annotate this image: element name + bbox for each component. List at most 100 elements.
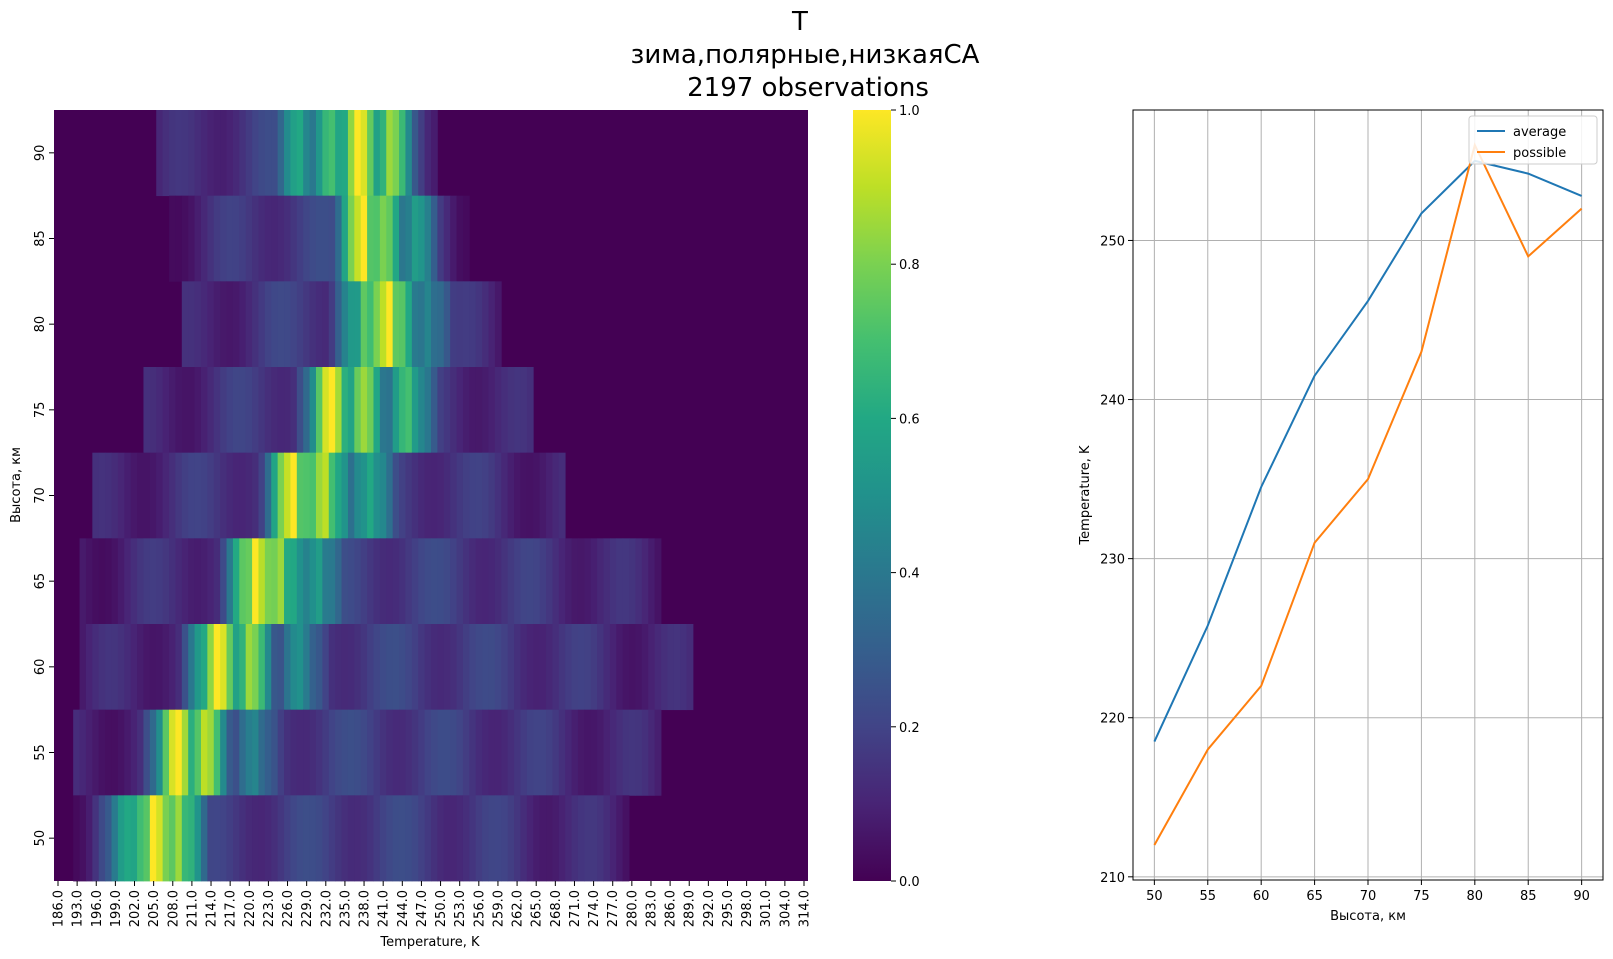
heatmap-cell	[130, 795, 138, 882]
heatmap-x-tick-label: 193.0	[71, 890, 86, 927]
heatmap-cell	[79, 795, 87, 882]
heatmap-cell	[98, 795, 106, 882]
heatmap-cell	[526, 624, 534, 711]
line-chart-x-ticks: 50 55 60 65 70 75 80 85 90	[1146, 880, 1590, 904]
heatmap-cell	[188, 367, 195, 454]
heatmap-cell	[456, 195, 464, 282]
heatmap-cell	[392, 795, 400, 882]
heatmap-cell	[79, 538, 87, 625]
heatmap-cell	[603, 624, 611, 711]
heatmap-cell	[405, 110, 413, 197]
heatmap-cell	[494, 367, 502, 454]
heatmap-cell	[271, 795, 279, 882]
heatmap-cell	[328, 110, 336, 197]
colorbar-tick-label: 0.0	[899, 875, 920, 890]
heatmap-cell	[220, 110, 227, 197]
heatmap-cell	[213, 110, 221, 197]
heatmap-cell	[399, 795, 406, 882]
heatmap-cell	[629, 538, 636, 625]
heatmap-cell	[526, 795, 534, 882]
line-chart-y-tick-label: 220	[1100, 712, 1125, 727]
heatmap-cell	[149, 367, 157, 454]
heatmap-cell	[226, 795, 234, 882]
heatmap-cell	[169, 452, 176, 539]
heatmap-cell	[200, 452, 208, 539]
heatmap-cell	[373, 452, 381, 539]
heatmap-cell	[641, 709, 649, 796]
heatmap-cell	[507, 624, 515, 711]
heatmap-cell	[469, 452, 477, 539]
heatmap-cell	[609, 709, 617, 796]
heatmap-cell	[443, 452, 451, 539]
heatmap-cell	[373, 195, 381, 282]
heatmap-cell	[117, 795, 125, 882]
colorbar: 0.0 0.2 0.4 0.6 0.8 1.0	[853, 104, 920, 890]
line-chart-grid	[1133, 110, 1603, 880]
heatmap-cell	[431, 624, 438, 711]
heatmap-cell	[175, 624, 183, 711]
line-chart-y-tick-label: 210	[1100, 871, 1125, 886]
heatmap-cell	[328, 195, 336, 282]
heatmap-cell	[392, 709, 400, 796]
heatmap-cell	[431, 452, 438, 539]
heatmap-cell	[322, 367, 330, 454]
heatmap-x-tick-label: 238.0	[358, 890, 373, 927]
heatmap-cell	[584, 538, 592, 625]
heatmap-cell	[188, 538, 195, 625]
heatmap-cell	[124, 709, 132, 796]
heatmap-cell	[169, 795, 176, 882]
heatmap-cell	[603, 795, 611, 882]
colorbar-tick-label: 0.6	[899, 412, 920, 427]
heatmap-cell	[284, 110, 291, 197]
heatmap-cell	[501, 709, 509, 796]
heatmap-cell	[469, 367, 477, 454]
heatmap-cell	[194, 195, 202, 282]
heatmap-cell	[482, 538, 489, 625]
heatmap-cell	[137, 795, 144, 882]
heatmap-cell	[577, 709, 585, 796]
heatmap-cell	[405, 709, 413, 796]
line-series-possible	[1153, 142, 1583, 846]
heatmap-x-tick-label: 295.0	[721, 890, 736, 927]
heatmap-cell	[200, 795, 208, 882]
heatmap-cell	[354, 709, 362, 796]
heatmap-cell	[303, 795, 310, 882]
heatmap-cell	[533, 452, 541, 539]
heatmap-cell	[73, 795, 80, 882]
heatmap-y-tick-label: 85	[33, 230, 48, 247]
heatmap-cell	[405, 795, 413, 882]
heatmap-cell	[290, 452, 298, 539]
heatmap-cell	[213, 367, 221, 454]
heatmap-cell	[124, 538, 132, 625]
heatmap-cell	[462, 709, 470, 796]
heatmap-cell	[494, 538, 502, 625]
heatmap-cell	[379, 538, 387, 625]
heatmap-cell	[494, 281, 502, 368]
heatmap-cell	[162, 452, 170, 539]
heatmap-cell	[360, 795, 368, 882]
heatmap-cell	[392, 195, 400, 282]
heatmap-cell	[322, 795, 330, 882]
heatmap-cell	[392, 110, 400, 197]
heatmap-cell	[181, 624, 189, 711]
heatmap-cell	[239, 795, 247, 882]
heatmap-cell	[411, 624, 419, 711]
colorbar-ticks: 0.0 0.2 0.4 0.6 0.8 1.0	[891, 104, 920, 890]
heatmap-cell	[584, 709, 592, 796]
heatmap-cell	[181, 195, 189, 282]
heatmap-cell	[232, 452, 240, 539]
heatmap-cell	[609, 624, 617, 711]
heatmap-cell	[175, 709, 183, 796]
heatmap-cell	[341, 538, 349, 625]
heatmap-cell	[169, 110, 176, 197]
heatmap-cell	[571, 709, 579, 796]
heatmap-cell	[264, 367, 272, 454]
heatmap-cell	[264, 538, 272, 625]
heatmap-x-tick-label: 280.0	[625, 890, 640, 927]
heatmap-cell	[443, 538, 451, 625]
heatmap-cell	[341, 110, 349, 197]
heatmap-x-tick-label: 283.0	[644, 890, 659, 927]
heatmap-cell	[456, 281, 464, 368]
heatmap-cell	[514, 624, 521, 711]
heatmap-cell	[475, 367, 483, 454]
